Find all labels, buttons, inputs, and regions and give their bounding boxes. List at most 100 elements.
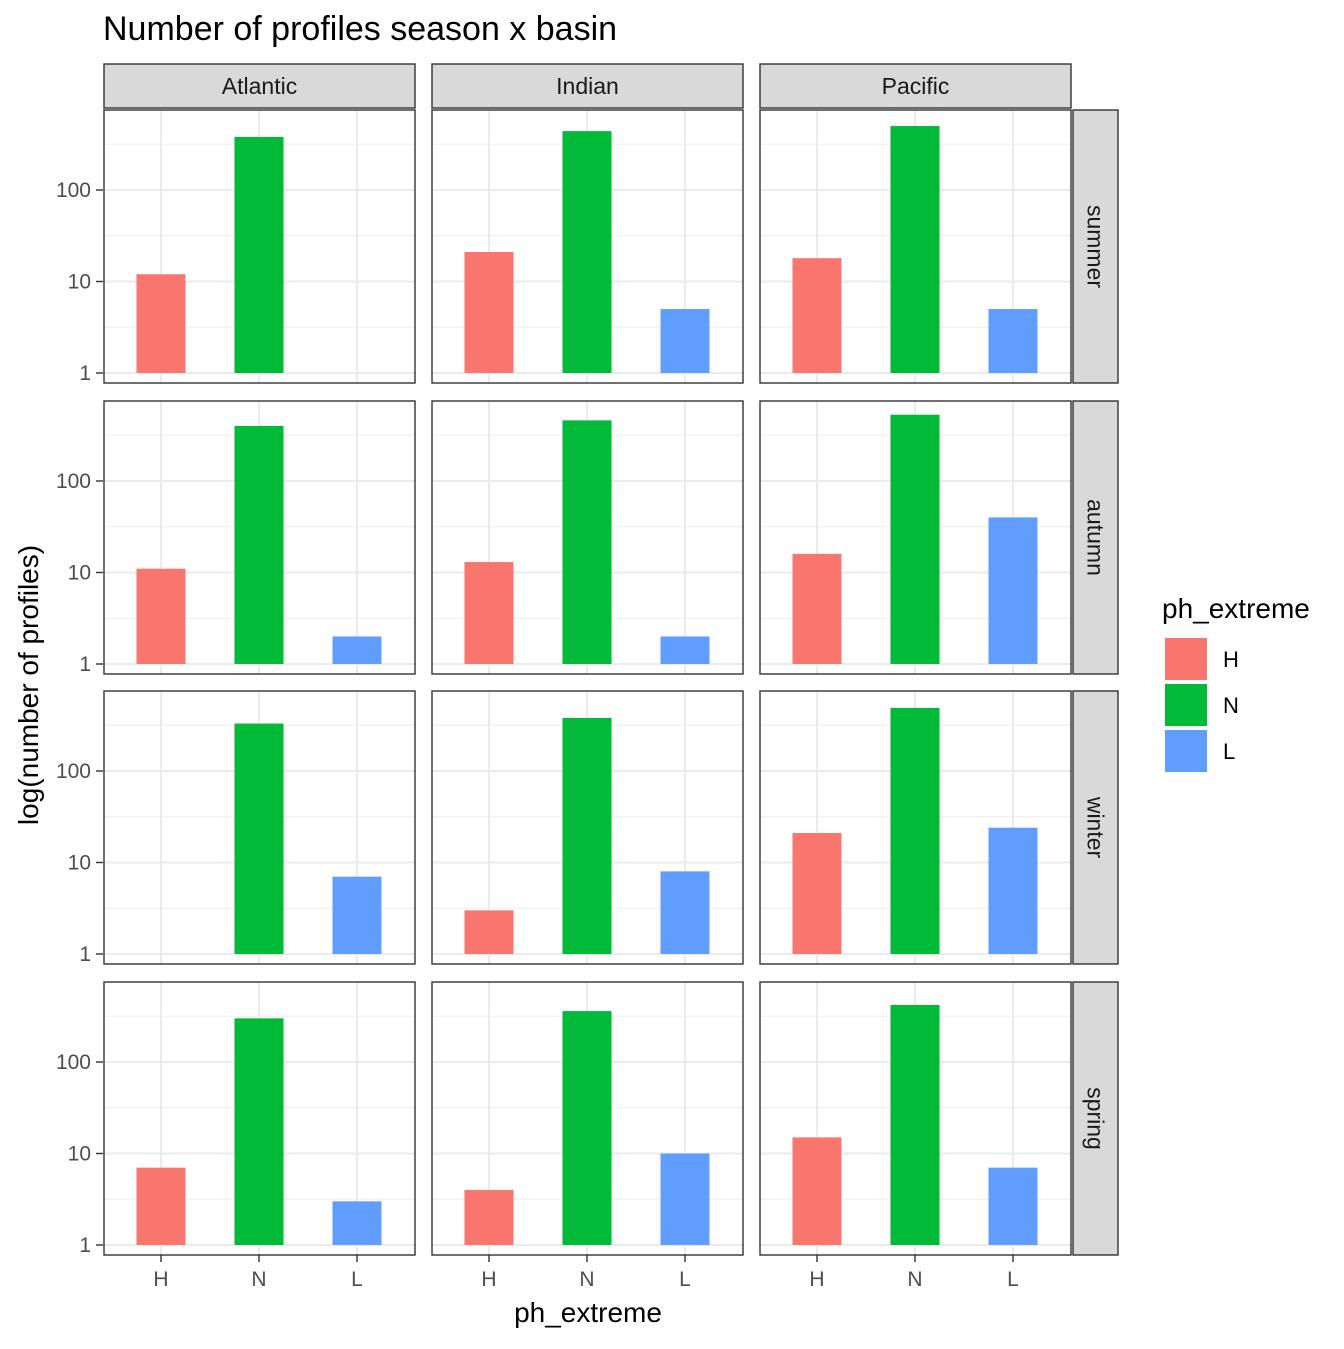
strip-background	[1072, 690, 1119, 965]
panel-winter-pacific	[759, 690, 1072, 965]
bar-winter-pacific-N	[890, 707, 940, 954]
strip-label-indian: Indian	[556, 73, 619, 99]
x-tick-label-N: N	[251, 1268, 266, 1291]
bar-autumn-indian-L	[660, 636, 710, 664]
strip-pacific: Pacific	[759, 63, 1072, 109]
bar-winter-indian-L	[660, 871, 710, 954]
y-tick-label: 100	[56, 470, 91, 493]
legend-label-L: L	[1223, 739, 1235, 764]
bar-summer-indian-H	[464, 252, 514, 373]
bar-summer-indian-N	[562, 131, 612, 373]
legend: ph_extreme HNL	[1162, 593, 1310, 772]
panel-summer-pacific	[759, 109, 1072, 384]
panel-border	[103, 690, 416, 965]
bar-spring-pacific-N	[890, 1004, 940, 1245]
x-tick-label-L: L	[351, 1268, 363, 1291]
bar-winter-indian-N	[562, 717, 612, 954]
x-tick-label-H: H	[481, 1268, 496, 1291]
y-tick-label: 1	[79, 1234, 91, 1257]
legend-item-L: L	[1165, 730, 1235, 772]
bar-autumn-atlantic-N	[234, 425, 284, 664]
panel-autumn-atlantic	[103, 400, 416, 675]
panel-spring-indian	[431, 981, 744, 1256]
panel-spring-atlantic	[103, 981, 416, 1256]
bar-autumn-atlantic-L	[332, 636, 382, 664]
legend-key-N	[1165, 684, 1207, 726]
bar-summer-pacific-H	[792, 258, 842, 373]
y-tick-label: 1	[79, 362, 91, 385]
panel-border	[759, 400, 1072, 675]
strip-atlantic: Atlantic	[103, 63, 416, 109]
bar-summer-atlantic-N	[234, 136, 284, 373]
bar-winter-indian-H	[464, 910, 514, 954]
bar-spring-indian-L	[660, 1153, 710, 1245]
strip-label-winter: winter	[1083, 796, 1109, 859]
panel-border	[103, 109, 416, 384]
panel-border	[431, 690, 744, 965]
y-tick-label: 10	[68, 562, 91, 585]
legend-key-L	[1165, 730, 1207, 772]
strip-label-spring: spring	[1083, 1087, 1109, 1150]
bar-winter-atlantic-N	[234, 723, 284, 954]
strip-background	[1072, 400, 1119, 675]
legend-item-H: H	[1165, 638, 1239, 680]
panel-border	[759, 690, 1072, 965]
x-tick-label-L: L	[1007, 1268, 1019, 1291]
panel-border	[759, 109, 1072, 384]
legend-key-H	[1165, 638, 1207, 680]
y-tick-label: 10	[68, 271, 91, 294]
bar-summer-pacific-N	[890, 126, 940, 373]
bar-spring-atlantic-N	[234, 1018, 284, 1245]
x-tick-label-H: H	[153, 1268, 168, 1291]
bar-autumn-pacific-H	[792, 553, 842, 664]
panel-winter-atlantic	[103, 690, 416, 965]
strip-label-summer: summer	[1083, 205, 1109, 288]
y-tick-label: 1	[79, 943, 91, 966]
panel-spring-pacific	[759, 981, 1072, 1256]
strip-background	[1072, 109, 1119, 384]
panel-border	[431, 109, 744, 384]
bar-spring-pacific-H	[792, 1137, 842, 1245]
bar-summer-atlantic-H	[136, 274, 186, 373]
bar-autumn-pacific-N	[890, 414, 940, 664]
strip-background	[103, 63, 416, 109]
bar-summer-pacific-L	[988, 309, 1038, 373]
strip-label-pacific: Pacific	[882, 73, 950, 99]
panel-autumn-indian	[431, 400, 744, 675]
bar-summer-indian-L	[660, 309, 710, 373]
legend-item-N: N	[1165, 684, 1239, 726]
y-tick-label: 10	[68, 852, 91, 875]
x-tick-label-H: H	[809, 1268, 824, 1291]
y-tick-label: 1	[79, 653, 91, 676]
x-tick-label-L: L	[679, 1268, 691, 1291]
bar-spring-atlantic-L	[332, 1201, 382, 1245]
panel-border	[103, 400, 416, 675]
panel-autumn-pacific	[759, 400, 1072, 675]
strip-background	[431, 63, 744, 109]
bar-autumn-atlantic-H	[136, 568, 186, 664]
bar-autumn-pacific-L	[988, 517, 1038, 664]
chart-title: Number of profiles season x basin	[103, 10, 617, 48]
bar-autumn-indian-H	[464, 562, 514, 664]
legend-label-N: N	[1223, 693, 1239, 718]
strip-background	[1072, 981, 1119, 1256]
x-tick-label-N: N	[907, 1268, 922, 1291]
bar-winter-pacific-H	[792, 833, 842, 954]
strip-label-atlantic: Atlantic	[222, 73, 297, 99]
y-tick-label: 100	[56, 760, 91, 783]
panel-summer-indian	[431, 109, 744, 384]
strip-background	[759, 63, 1072, 109]
strip-winter: winter	[1072, 690, 1119, 965]
y-axis-title: log(number of profiles)	[13, 545, 44, 825]
x-tick-label-N: N	[579, 1268, 594, 1291]
bar-winter-atlantic-L	[332, 876, 382, 954]
bar-spring-indian-N	[562, 1011, 612, 1245]
strip-indian: Indian	[431, 63, 744, 109]
y-tick-label: 100	[56, 179, 91, 202]
panel-border	[431, 400, 744, 675]
bar-autumn-indian-N	[562, 420, 612, 664]
bar-spring-pacific-L	[988, 1167, 1038, 1245]
bar-spring-indian-H	[464, 1189, 514, 1245]
